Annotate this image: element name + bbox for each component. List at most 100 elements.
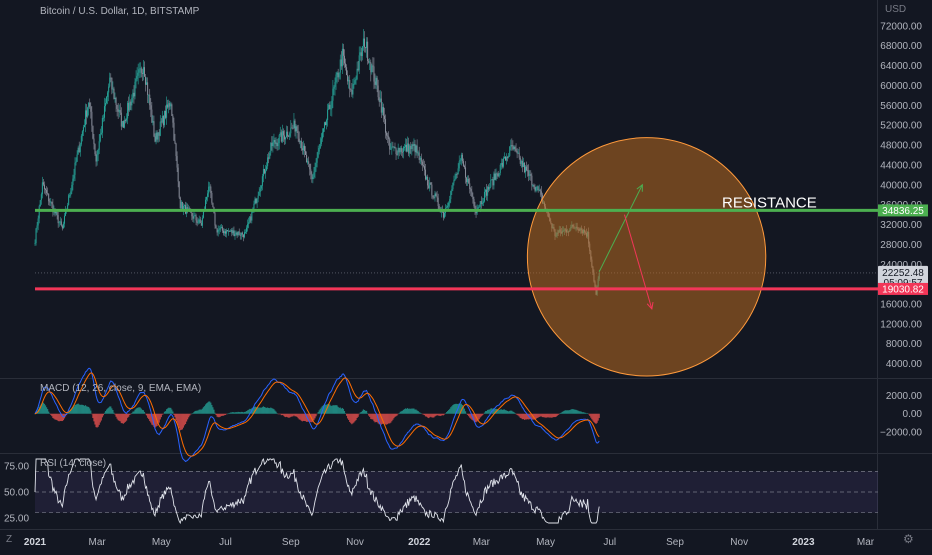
- macd-hist-bar: [428, 413, 430, 419]
- macd-hist-bar: [103, 412, 106, 414]
- macd-hist-bar: [508, 411, 510, 414]
- macd-hist-bar: [253, 407, 255, 414]
- macd-hist-bar: [61, 413, 63, 422]
- x-tick-label: 2023: [792, 537, 815, 548]
- candle-body: [411, 144, 413, 150]
- macd-hist-bar: [372, 413, 374, 420]
- candle-body: [280, 132, 282, 142]
- y-tick-label: 8000.00: [886, 339, 923, 350]
- macd-hist-bar: [375, 413, 377, 422]
- macd-hist-bar: [178, 413, 180, 429]
- candle-body: [100, 132, 102, 135]
- x-tick-label: Mar: [473, 537, 491, 548]
- macd-hist-bar: [291, 413, 293, 417]
- candle-body: [459, 160, 461, 162]
- x-tick-label: Mar: [88, 537, 106, 548]
- symbol-title: Bitcoin / U.S. Dollar, 1D, BITSTAMP: [40, 6, 200, 17]
- candle-body: [457, 168, 459, 174]
- macd-hist-bar: [493, 408, 495, 414]
- macd-hist-bar: [482, 413, 485, 415]
- macd-hist-bar: [324, 404, 327, 414]
- macd-hist-bar: [587, 413, 589, 414]
- macd-hist-bar: [162, 413, 165, 415]
- macd-hist-bar: [75, 404, 77, 414]
- candle-body: [508, 155, 510, 158]
- candle-body: [482, 201, 484, 203]
- candle-body: [181, 201, 183, 210]
- macd-hist-bar: [400, 411, 402, 414]
- macd-hist-bar: [48, 411, 50, 414]
- macd-hist-bar: [87, 406, 89, 414]
- candle-body: [437, 197, 439, 206]
- candle-body: [240, 232, 242, 236]
- grid-layer: [0, 0, 932, 530]
- macd-hist-bar: [105, 409, 108, 414]
- candle-body: [233, 230, 235, 237]
- candle-body: [465, 167, 467, 178]
- x-tick-label: Sep: [282, 537, 300, 548]
- candle-body: [458, 161, 460, 169]
- macd-hist-bar: [355, 413, 357, 421]
- macd-hist-bar: [73, 406, 75, 414]
- candle-body: [423, 166, 425, 170]
- candle-body: [193, 215, 195, 219]
- signal-line: [34, 372, 600, 457]
- candle-body: [194, 215, 196, 217]
- candle-body: [517, 152, 519, 154]
- macd-hist-bar: [43, 403, 46, 414]
- candle-body: [355, 79, 357, 81]
- macd-hist-bar: [91, 413, 93, 415]
- macd-hist-bar: [530, 413, 532, 419]
- candle-body: [156, 132, 158, 140]
- candle-body: [235, 232, 237, 235]
- macd-hist-bar: [128, 413, 130, 417]
- macd-hist-bar: [478, 413, 480, 420]
- candle-body: [236, 232, 238, 236]
- candle-body: [258, 191, 260, 196]
- candle-body: [134, 81, 136, 97]
- macd-hist-bar: [34, 413, 36, 415]
- candle-body: [148, 94, 150, 96]
- macd-hist-bar: [207, 402, 209, 414]
- candle-body: [468, 178, 470, 184]
- macd-hist-bar: [555, 413, 557, 417]
- macd-hist-bar: [571, 409, 573, 414]
- candle-body: [217, 229, 219, 233]
- macd-hist-bar: [299, 413, 301, 420]
- macd-hist-bar: [488, 409, 490, 414]
- candle-body: [147, 82, 149, 96]
- macd-hist-bar: [270, 407, 272, 414]
- macd-hist-bar: [209, 401, 211, 414]
- candle-body: [505, 156, 507, 161]
- candle-body: [495, 173, 497, 180]
- macd-hist-bar: [547, 413, 549, 418]
- macd-hist-bar: [258, 407, 260, 414]
- candle-body: [145, 76, 147, 85]
- macd-hist-bar: [163, 411, 166, 414]
- macd-hist-bar: [391, 413, 393, 422]
- y-tick-label: 28000.00: [880, 240, 922, 251]
- candle-body: [247, 224, 249, 228]
- macd-hist-bar: [116, 413, 118, 419]
- candle-body: [296, 126, 298, 132]
- log-scale-toggle[interactable]: Z: [6, 534, 13, 545]
- macd-hist-bar: [351, 413, 353, 425]
- candle-body: [196, 220, 198, 223]
- macd-hist-bar: [323, 404, 326, 414]
- macd-hist-bar: [297, 413, 299, 419]
- candle-body: [80, 135, 82, 145]
- candle-body: [102, 117, 104, 119]
- macd-histogram: [34, 401, 600, 431]
- macd-hist-bar: [474, 413, 476, 422]
- macd-hist-bar: [358, 413, 360, 415]
- candle-body: [263, 168, 265, 174]
- candle-body: [110, 77, 112, 79]
- candle-body: [268, 157, 270, 159]
- macd-hist-bar: [590, 413, 592, 418]
- macd-hist-bar: [385, 413, 388, 425]
- gear-icon[interactable]: ⚙: [903, 532, 914, 546]
- macd-hist-bar: [373, 413, 375, 422]
- macd-hist-bar: [330, 405, 332, 414]
